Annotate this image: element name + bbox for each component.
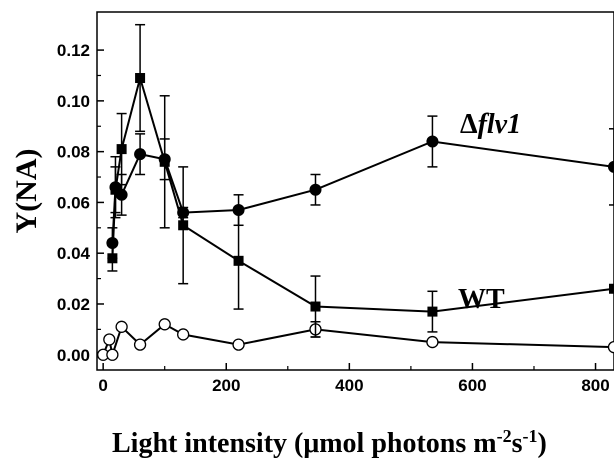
x-axis-title-exp1: -2 bbox=[497, 426, 512, 446]
data-point-open-circle bbox=[177, 328, 190, 341]
data-point-square bbox=[310, 301, 321, 312]
data-point-circle bbox=[106, 237, 119, 250]
x-tick-label: 400 bbox=[335, 376, 363, 395]
data-point-square bbox=[135, 73, 146, 84]
data-point-circle bbox=[309, 183, 322, 196]
data-point-square bbox=[233, 255, 244, 266]
data-point-square bbox=[178, 220, 189, 231]
y-tick-label: 0.12 bbox=[57, 41, 90, 60]
x-tick-label: 800 bbox=[581, 376, 609, 395]
data-point-open-circle bbox=[133, 338, 147, 351]
wt-series-label: WT bbox=[458, 284, 505, 315]
data-point-circle bbox=[426, 135, 439, 148]
data-point-open-circle bbox=[106, 348, 119, 361]
flv1-delta: Δ bbox=[460, 109, 478, 140]
series-open-circle bbox=[97, 318, 614, 361]
y-tick-label: 0.02 bbox=[57, 295, 90, 314]
plot-frame bbox=[96, 11, 614, 371]
data-point-circle bbox=[134, 148, 147, 161]
x-axis-ticks: 0 200 400 600 800 bbox=[98, 363, 610, 395]
series-line bbox=[111, 74, 614, 313]
data-point-circle bbox=[158, 153, 171, 166]
data-point-square bbox=[427, 306, 438, 317]
y-axis-ticks: 0.00 0.02 0.04 0.06 0.08 0.10 0.12 bbox=[57, 41, 104, 365]
data-point-circle bbox=[608, 160, 614, 173]
y-tick-label: 0.10 bbox=[57, 92, 90, 111]
x-axis-title-exp2: -1 bbox=[523, 426, 538, 446]
data-point-circle bbox=[177, 206, 190, 219]
x-tick-label: 200 bbox=[212, 376, 240, 395]
data-point-square bbox=[609, 283, 614, 294]
x-tick-label: 600 bbox=[458, 376, 486, 395]
y-axis-title: Y(NA) bbox=[10, 149, 43, 234]
series-layer bbox=[97, 23, 614, 361]
series-filled-circle bbox=[106, 115, 614, 260]
data-point-open-circle bbox=[607, 341, 614, 354]
x-tick-label: 0 bbox=[98, 376, 107, 395]
flv1-name: flv1 bbox=[478, 109, 522, 140]
x-axis-title-close: ) bbox=[538, 428, 547, 459]
x-axis-title-s: s bbox=[512, 428, 523, 459]
data-point-open-circle bbox=[103, 333, 116, 346]
flv1-series-label: Δflv1 bbox=[460, 109, 521, 140]
y-tick-label: 0.08 bbox=[57, 143, 90, 162]
series-filled-square bbox=[107, 23, 614, 338]
y-tick-label: 0.06 bbox=[57, 193, 90, 212]
data-point-circle bbox=[115, 188, 128, 201]
data-point-open-circle bbox=[426, 335, 439, 349]
x-axis-title: Light intensity (μmol photons m-2s-1) bbox=[112, 426, 547, 459]
data-point-square bbox=[116, 144, 127, 155]
data-point-open-circle bbox=[115, 320, 128, 333]
data-point-open-circle bbox=[158, 318, 171, 331]
y-tick-label: 0.04 bbox=[57, 244, 91, 263]
data-point-open-circle bbox=[232, 338, 245, 351]
data-point-circle bbox=[232, 204, 245, 217]
y-tick-label: 0.00 bbox=[57, 346, 90, 365]
